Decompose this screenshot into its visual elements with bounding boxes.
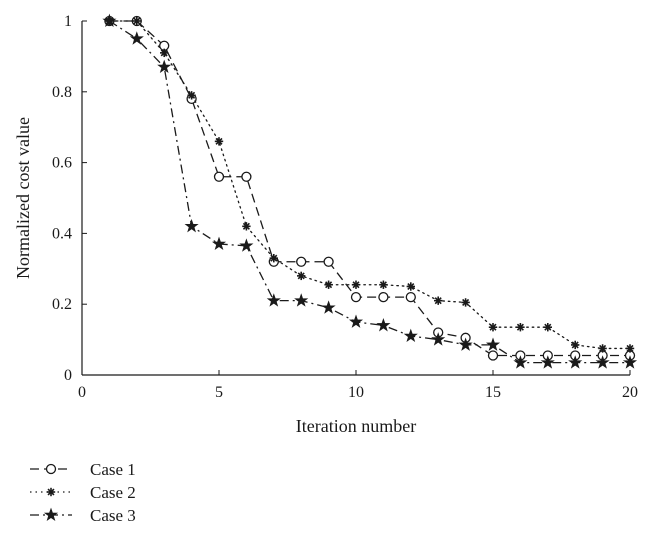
data-point [157, 59, 172, 74]
data-point [266, 293, 281, 307]
x-tick-label: 5 [215, 384, 223, 401]
y-tick-label: 0.4 [52, 225, 72, 242]
data-point [516, 323, 525, 332]
legend-entry: Case 3 [30, 506, 136, 525]
data-point [324, 280, 333, 289]
data-point [434, 296, 443, 305]
series-line [109, 20, 630, 357]
data-point [625, 344, 635, 353]
series-3 [102, 13, 638, 369]
data-point [458, 337, 473, 351]
axes: 0 5 10 15 20 0 0.2 0.4 0.6 0.8 1 [52, 13, 638, 401]
data-point [378, 291, 389, 303]
data-point [351, 280, 361, 289]
series-line [109, 20, 630, 364]
x-axis-label: Iteration number [296, 416, 416, 436]
data-point [187, 91, 196, 100]
data-point [102, 13, 117, 27]
data-point [488, 323, 498, 332]
legend-label: Case 3 [90, 506, 136, 525]
data-point [376, 318, 391, 332]
series-1 [104, 15, 636, 361]
y-tick-label: 0 [64, 367, 72, 384]
legend-label: Case 2 [90, 483, 136, 502]
legend-entry: Case 2 [30, 483, 136, 502]
data-point [405, 291, 416, 303]
data-point [214, 137, 224, 146]
y-axis-label: Normalized cost value [13, 117, 33, 279]
data-point [598, 344, 607, 353]
data-point [568, 355, 583, 369]
y-tick-label: 0.2 [52, 296, 72, 313]
data-point [622, 355, 638, 369]
data-point [184, 218, 199, 233]
legend-marker [45, 463, 57, 475]
legend-label: Case 1 [90, 460, 136, 479]
data-point [129, 31, 144, 45]
data-point [323, 256, 334, 267]
plot-area [102, 13, 638, 369]
data-point [297, 271, 306, 281]
legend: Case 1 Case 2 Case 3 [30, 460, 136, 525]
data-point [241, 171, 252, 182]
data-point [296, 256, 307, 267]
data-point [379, 280, 388, 289]
data-point [485, 337, 501, 351]
series-line [108, 20, 631, 350]
data-point [350, 291, 362, 303]
legend-marker [43, 507, 59, 521]
y-tick-label: 0.8 [52, 84, 72, 101]
data-point [242, 222, 251, 231]
data-point [321, 300, 336, 314]
data-point [403, 328, 418, 343]
data-point [571, 340, 580, 350]
data-point [348, 314, 364, 328]
data-point [513, 355, 528, 369]
data-point [431, 332, 446, 346]
data-point [132, 16, 141, 26]
data-point [213, 171, 225, 182]
data-point [540, 355, 555, 369]
x-tick-label: 20 [622, 384, 638, 401]
data-point [543, 323, 552, 332]
data-point [269, 253, 278, 263]
data-point [595, 355, 610, 369]
data-point [211, 236, 227, 251]
data-point [461, 298, 470, 307]
y-tick-label: 1 [64, 13, 72, 30]
data-point [487, 350, 499, 361]
x-tick-label: 0 [78, 384, 86, 401]
x-tick-label: 15 [485, 384, 501, 401]
legend-marker [46, 487, 56, 497]
data-point [294, 293, 309, 307]
data-point [160, 48, 169, 58]
data-point [406, 282, 415, 291]
legend-entry: Case 1 [30, 460, 136, 479]
x-tick-label: 10 [348, 384, 364, 401]
y-tick-label: 0.6 [52, 155, 72, 172]
data-point [239, 238, 254, 252]
